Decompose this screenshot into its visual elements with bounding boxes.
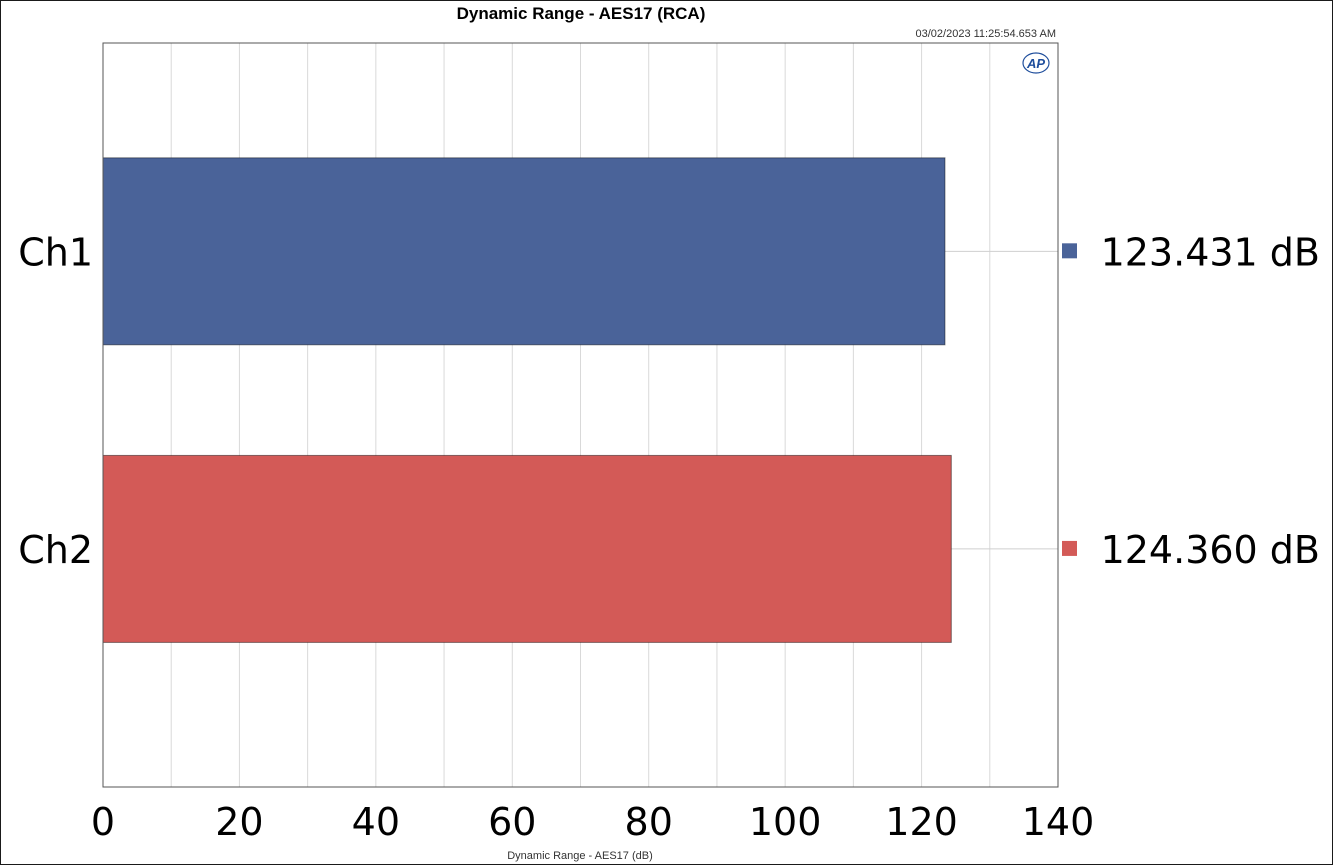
timestamp: 03/02/2023 11:25:54.653 AM [916,28,1056,40]
x-tick-labels: 0 20 40 60 80 100 120 140 [91,800,1094,844]
x-axis-label: Dynamic Range - AES17 (dB) [507,850,653,862]
x-tick-label: 40 [352,800,400,844]
x-tick-label: 140 [1022,800,1095,844]
ap-logo-text: AP [1026,56,1045,71]
x-tick-label: 80 [625,800,673,844]
x-tick-label: 60 [488,800,536,844]
category-label: Ch2 [18,528,93,572]
value-labels: 123.431 dB 124.360 dB [1062,230,1320,572]
bar-ch1 [102,157,946,346]
x-tick-label: 0 [91,800,115,844]
x-tick-label: 100 [749,800,822,844]
x-tick-label: 20 [215,800,263,844]
bar-ch2 [102,454,952,643]
value-label: 124.360 dB [1101,528,1320,572]
legend-swatch [1062,540,1077,556]
grid-lines [170,43,991,787]
value-label: 123.431 dB [1101,230,1320,274]
ap-logo: AP [1022,52,1050,74]
bars-group [102,157,1058,643]
plot-border [102,42,1059,788]
legend-swatch [1062,243,1077,259]
category-labels: Ch1 Ch2 [18,230,93,572]
x-tick-label: 120 [885,800,958,844]
chart-title: Dynamic Range - AES17 (RCA) [457,4,706,23]
category-label: Ch1 [18,230,93,274]
